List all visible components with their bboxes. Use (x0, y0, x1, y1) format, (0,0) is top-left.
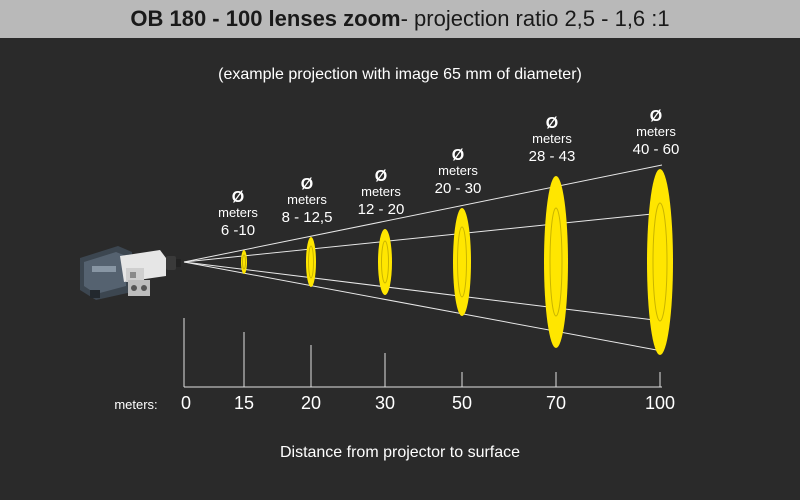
subtitle: (example projection with image 65 mm of … (218, 66, 582, 83)
projection-ellipse (241, 250, 247, 274)
diameter-range: 6 -10 (221, 222, 255, 239)
projection-inner-ellipse (652, 202, 668, 322)
diameter-range: 8 - 12,5 (282, 209, 333, 226)
title-bar: OB 180 - 100 lenses zoom - projection ra… (0, 0, 800, 38)
beam-line (183, 164, 663, 263)
caption: Distance from projector to surface (279, 444, 521, 461)
diameter-unit: meters (218, 205, 258, 220)
beam-line (183, 212, 663, 263)
axis-unit-label: meters: (114, 397, 157, 412)
projection-ellipses (241, 169, 673, 355)
distance-labels: 0 15 20 30 50 70 100 (181, 393, 675, 413)
diameter-unit: meters (361, 184, 401, 199)
diameter-range: 28 - 43 (529, 148, 576, 165)
projection-inner-ellipse (308, 245, 314, 279)
distance-label: 50 (452, 393, 472, 413)
diameter-symbol: Ø (650, 108, 662, 125)
projection-inner-ellipse (549, 207, 563, 317)
distance-label: 20 (301, 393, 321, 413)
diameter-symbol: Ø (546, 115, 558, 132)
distance-label: 30 (375, 393, 395, 413)
projection-inner-ellipse (457, 226, 467, 298)
beam-lines (183, 164, 663, 352)
projection-ellipse (378, 229, 392, 295)
projection-ellipse (647, 169, 673, 355)
projection-inner-ellipse (242, 254, 246, 270)
diameter-unit: meters (532, 131, 572, 146)
projection-ellipse (544, 176, 568, 348)
title-model: OB 180 - 100 lenses zoom (130, 6, 401, 31)
projector-icon (80, 246, 181, 300)
diameter-unit: meters (636, 124, 676, 139)
distance-label: 70 (546, 393, 566, 413)
diameter-symbol: Ø (232, 189, 244, 206)
diameter-range: 12 - 20 (358, 201, 405, 218)
diameter-range: 20 - 30 (435, 180, 482, 197)
distance-label: 0 (181, 393, 191, 413)
projection-inner-ellipse (381, 240, 389, 284)
beam-line (183, 261, 663, 352)
projection-ellipse (306, 237, 316, 287)
distance-ticks (183, 318, 661, 387)
diameter-unit: meters (438, 163, 478, 178)
diameter-symbol: Ø (375, 168, 387, 185)
diameter-unit: meters (287, 192, 327, 207)
projection-ellipse (453, 208, 471, 316)
diameter-range: 40 - 60 (633, 141, 680, 158)
distance-label: 15 (234, 393, 254, 413)
beam-line (183, 261, 663, 322)
diameter-symbol: Ø (301, 176, 313, 193)
diameter-symbol: Ø (452, 147, 464, 164)
distance-label: 100 (645, 393, 675, 413)
title-ratio: - projection ratio 2,5 - 1,6 :1 (400, 6, 670, 31)
